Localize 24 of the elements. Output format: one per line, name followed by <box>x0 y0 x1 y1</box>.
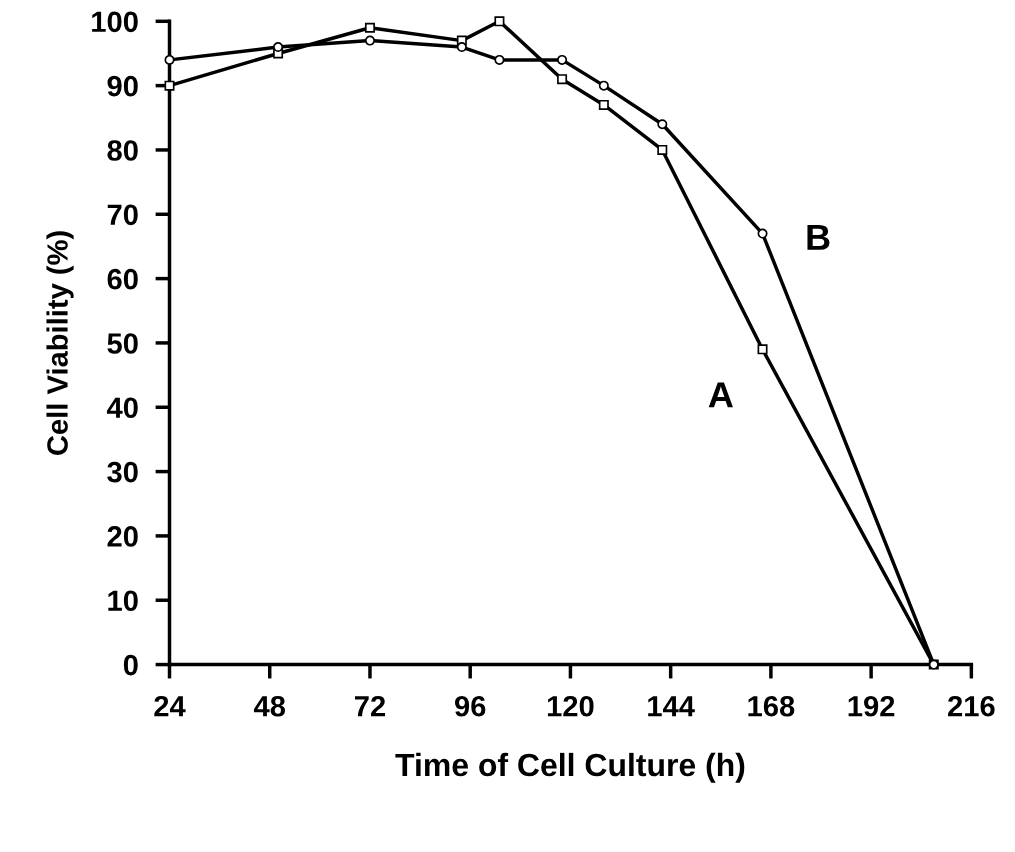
x-tick-label: 48 <box>253 695 286 717</box>
y-tick-label: 40 <box>106 397 138 419</box>
y-tick-label: 60 <box>107 268 138 290</box>
x-tick-label: 96 <box>454 695 486 717</box>
series-label: A <box>708 382 733 408</box>
y-tick-label: 90 <box>107 75 138 97</box>
y-tick-label: 100 <box>92 11 138 33</box>
y-axis-title: Cell Viability (%) <box>46 231 74 455</box>
x-tick-label: 72 <box>355 695 386 717</box>
x-tick-label: 168 <box>748 695 795 717</box>
x-tick-label: 216 <box>948 695 995 717</box>
y-tick-label: 70 <box>107 204 138 226</box>
x-tick-label: 192 <box>848 695 895 717</box>
x-tick-label: 120 <box>547 695 594 717</box>
x-axis-title: Time of Cell Culture (h) <box>395 752 745 783</box>
x-tick-label: 24 <box>154 695 186 717</box>
x-tick-label: 144 <box>648 696 695 717</box>
series-label: B <box>807 225 830 250</box>
y-tick-label: 80 <box>107 140 138 161</box>
y-tick-label: 0 <box>123 654 138 676</box>
y-tick-label: 30 <box>107 461 138 483</box>
y-tick-label: 50 <box>107 333 138 354</box>
y-tick-label: 20 <box>107 526 138 547</box>
y-tick-label: 10 <box>108 590 138 612</box>
